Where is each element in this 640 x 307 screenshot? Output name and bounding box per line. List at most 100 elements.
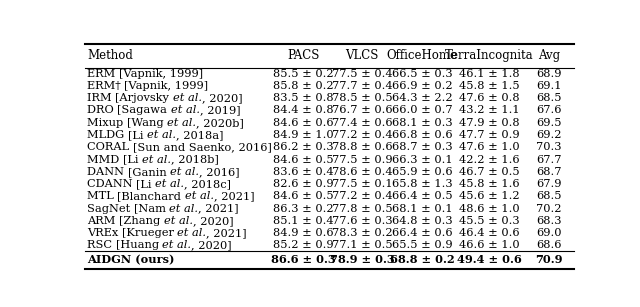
Text: et al.: et al.: [164, 216, 193, 226]
Text: 84.6 ± 0.6: 84.6 ± 0.6: [273, 118, 334, 128]
Text: VLCS: VLCS: [346, 49, 379, 62]
Text: 64.8 ± 0.3: 64.8 ± 0.3: [392, 216, 452, 226]
Text: 85.5 ± 0.2: 85.5 ± 0.2: [273, 69, 334, 79]
Text: 43.2 ± 1.1: 43.2 ± 1.1: [459, 106, 520, 115]
Text: 70.3: 70.3: [536, 142, 562, 152]
Text: 67.7: 67.7: [536, 154, 562, 165]
Text: 66.3 ± 0.1: 66.3 ± 0.1: [392, 154, 452, 165]
Text: 47.6 ± 1.0: 47.6 ± 1.0: [459, 142, 520, 152]
Text: 66.0 ± 0.7: 66.0 ± 0.7: [392, 106, 452, 115]
Text: 70.9: 70.9: [535, 255, 563, 266]
Text: 77.7 ± 0.4: 77.7 ± 0.4: [332, 81, 392, 91]
Text: 78.5 ± 0.5: 78.5 ± 0.5: [332, 93, 392, 103]
Text: [Li: [Li: [123, 154, 142, 165]
Text: [Ganin: [Ganin: [127, 167, 170, 177]
Text: 45.8 ± 1.6: 45.8 ± 1.6: [459, 179, 520, 189]
Text: OfficeHome: OfficeHome: [387, 49, 458, 62]
Text: 85.2 ± 0.9: 85.2 ± 0.9: [273, 240, 334, 250]
Text: 47.6 ± 0.8: 47.6 ± 0.8: [459, 93, 520, 103]
Text: 68.5: 68.5: [536, 93, 562, 103]
Text: 78.3 ± 0.2: 78.3 ± 0.2: [332, 228, 392, 238]
Text: et al.: et al.: [147, 130, 176, 140]
Text: 68.1 ± 0.3: 68.1 ± 0.3: [392, 118, 452, 128]
Text: 68.3: 68.3: [536, 216, 562, 226]
Text: Mixup: Mixup: [87, 118, 127, 128]
Text: 42.2 ± 1.6: 42.2 ± 1.6: [459, 154, 520, 165]
Text: VREx: VREx: [87, 228, 122, 238]
Text: 84.6 ± 0.5: 84.6 ± 0.5: [273, 191, 334, 201]
Text: TerraIncognita: TerraIncognita: [445, 49, 534, 62]
Text: 48.6 ± 1.0: 48.6 ± 1.0: [459, 204, 520, 214]
Text: ERM: ERM: [87, 69, 119, 79]
Text: 69.5: 69.5: [536, 118, 562, 128]
Text: , 2020]: , 2020]: [202, 93, 243, 103]
Text: et al.: et al.: [177, 228, 207, 238]
Text: 84.6 ± 0.5: 84.6 ± 0.5: [273, 154, 334, 165]
Text: [Nam: [Nam: [134, 204, 170, 214]
Text: CORAL: CORAL: [87, 142, 132, 152]
Text: 86.2 ± 0.3: 86.2 ± 0.3: [273, 142, 334, 152]
Text: 45.8 ± 1.5: 45.8 ± 1.5: [459, 81, 520, 91]
Text: 83.6 ± 0.4: 83.6 ± 0.4: [273, 167, 334, 177]
Text: , 2018a]: , 2018a]: [176, 130, 223, 140]
Text: 77.5 ± 0.9: 77.5 ± 0.9: [332, 154, 392, 165]
Text: et al.: et al.: [163, 240, 191, 250]
Text: [Vapnik, 1999]: [Vapnik, 1999]: [119, 69, 203, 79]
Text: Method: Method: [87, 49, 133, 62]
Text: 68.7 ± 0.3: 68.7 ± 0.3: [392, 142, 452, 152]
Text: 46.7 ± 0.5: 46.7 ± 0.5: [459, 167, 520, 177]
Text: , 2020]: , 2020]: [191, 240, 232, 250]
Text: 66.4 ± 0.6: 66.4 ± 0.6: [392, 228, 452, 238]
Text: et al.: et al.: [142, 154, 171, 165]
Text: 82.6 ± 0.9: 82.6 ± 0.9: [273, 179, 334, 189]
Text: 85.1 ± 0.4: 85.1 ± 0.4: [273, 216, 334, 226]
Text: RSC: RSC: [87, 240, 116, 250]
Text: 86.6 ± 0.3: 86.6 ± 0.3: [271, 255, 336, 266]
Text: , 2021]: , 2021]: [214, 191, 255, 201]
Text: SagNet: SagNet: [87, 204, 134, 214]
Text: , 2018c]: , 2018c]: [184, 179, 231, 189]
Text: 69.1: 69.1: [536, 81, 562, 91]
Text: 66.9 ± 0.2: 66.9 ± 0.2: [392, 81, 452, 91]
Text: 77.8 ± 0.5: 77.8 ± 0.5: [332, 204, 392, 214]
Text: 67.9: 67.9: [536, 179, 562, 189]
Text: , 2021]: , 2021]: [207, 228, 247, 238]
Text: , 2016]: , 2016]: [199, 167, 239, 177]
Text: [Blanchard: [Blanchard: [117, 191, 185, 201]
Text: 66.5 ± 0.3: 66.5 ± 0.3: [392, 69, 452, 79]
Text: 68.9: 68.9: [536, 69, 562, 79]
Text: Avg: Avg: [538, 49, 560, 62]
Text: 47.9 ± 0.8: 47.9 ± 0.8: [459, 118, 520, 128]
Text: [Li: [Li: [136, 179, 156, 189]
Text: 65.8 ± 1.3: 65.8 ± 1.3: [392, 179, 452, 189]
Text: [Sun and Saenko, 2016]: [Sun and Saenko, 2016]: [132, 142, 271, 152]
Text: [Wang: [Wang: [127, 118, 167, 128]
Text: [Zhang: [Zhang: [119, 216, 164, 226]
Text: 65.9 ± 0.6: 65.9 ± 0.6: [392, 167, 452, 177]
Text: , 2020]: , 2020]: [193, 216, 234, 226]
Text: et al.: et al.: [173, 93, 202, 103]
Text: 69.0: 69.0: [536, 228, 562, 238]
Text: 66.4 ± 0.5: 66.4 ± 0.5: [392, 191, 452, 201]
Text: 49.4 ± 0.6: 49.4 ± 0.6: [457, 255, 522, 266]
Text: et al.: et al.: [171, 106, 200, 115]
Text: CDANN: CDANN: [87, 179, 136, 189]
Text: 83.5 ± 0.8: 83.5 ± 0.8: [273, 93, 334, 103]
Text: ERM†: ERM†: [87, 81, 124, 91]
Text: 70.2: 70.2: [536, 204, 562, 214]
Text: DRO: DRO: [87, 106, 117, 115]
Text: 78.9 ± 0.3: 78.9 ± 0.3: [330, 255, 395, 266]
Text: 77.2 ± 0.4: 77.2 ± 0.4: [332, 191, 392, 201]
Text: [Arjovsky: [Arjovsky: [115, 93, 173, 103]
Text: [Vapnik, 1999]: [Vapnik, 1999]: [124, 81, 209, 91]
Text: 77.5 ± 0.4: 77.5 ± 0.4: [332, 69, 392, 79]
Text: 68.7: 68.7: [536, 167, 562, 177]
Text: 46.4 ± 0.6: 46.4 ± 0.6: [459, 228, 520, 238]
Text: 78.6 ± 0.4: 78.6 ± 0.4: [332, 167, 392, 177]
Text: 45.5 ± 0.3: 45.5 ± 0.3: [459, 216, 520, 226]
Text: 68.5: 68.5: [536, 191, 562, 201]
Text: MMD: MMD: [87, 154, 123, 165]
Text: PACS: PACS: [287, 49, 320, 62]
Text: [Huang: [Huang: [116, 240, 163, 250]
Text: 84.9 ± 1.0: 84.9 ± 1.0: [273, 130, 334, 140]
